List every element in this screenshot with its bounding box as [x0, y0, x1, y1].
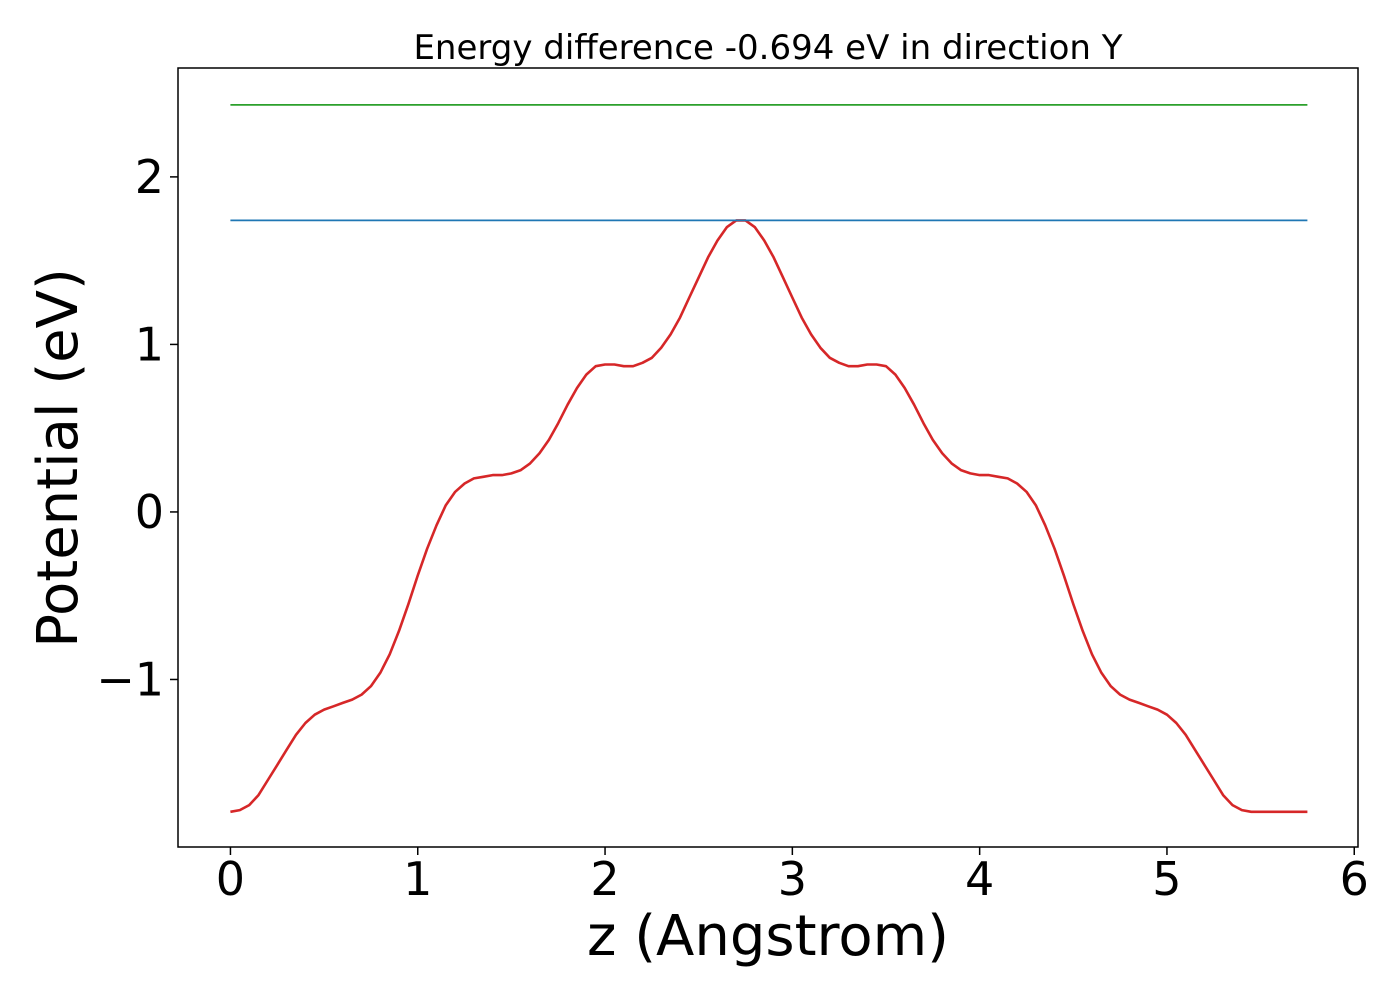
x-tick-label: 0	[216, 852, 245, 906]
plot-frame	[177, 67, 1359, 848]
chart-title: Energy difference -0.694 eV in direction…	[413, 28, 1122, 68]
y-tick-label: −1	[96, 652, 164, 706]
series-layer	[230, 104, 1308, 814]
y-axis-label: Potential (eV)	[26, 268, 91, 648]
x-tick-label: 2	[590, 852, 619, 906]
x-tick-label: 5	[1152, 852, 1181, 906]
x-tick-label: 4	[965, 852, 994, 906]
series-line-0	[230, 219, 1308, 814]
y-tick-label: 0	[135, 485, 164, 539]
x-axis-ticks: 0 1 2 3 4 5 6	[216, 847, 1369, 906]
x-axis-label: z (Angstrom)	[587, 904, 949, 969]
y-tick-label: 1	[135, 317, 164, 371]
x-tick-label: 3	[778, 852, 807, 906]
y-tick-label: 2	[135, 150, 164, 204]
x-tick-label: 1	[403, 852, 432, 906]
x-tick-label: 6	[1340, 852, 1369, 906]
y-axis-ticks: −1 0 1 2	[96, 150, 178, 706]
